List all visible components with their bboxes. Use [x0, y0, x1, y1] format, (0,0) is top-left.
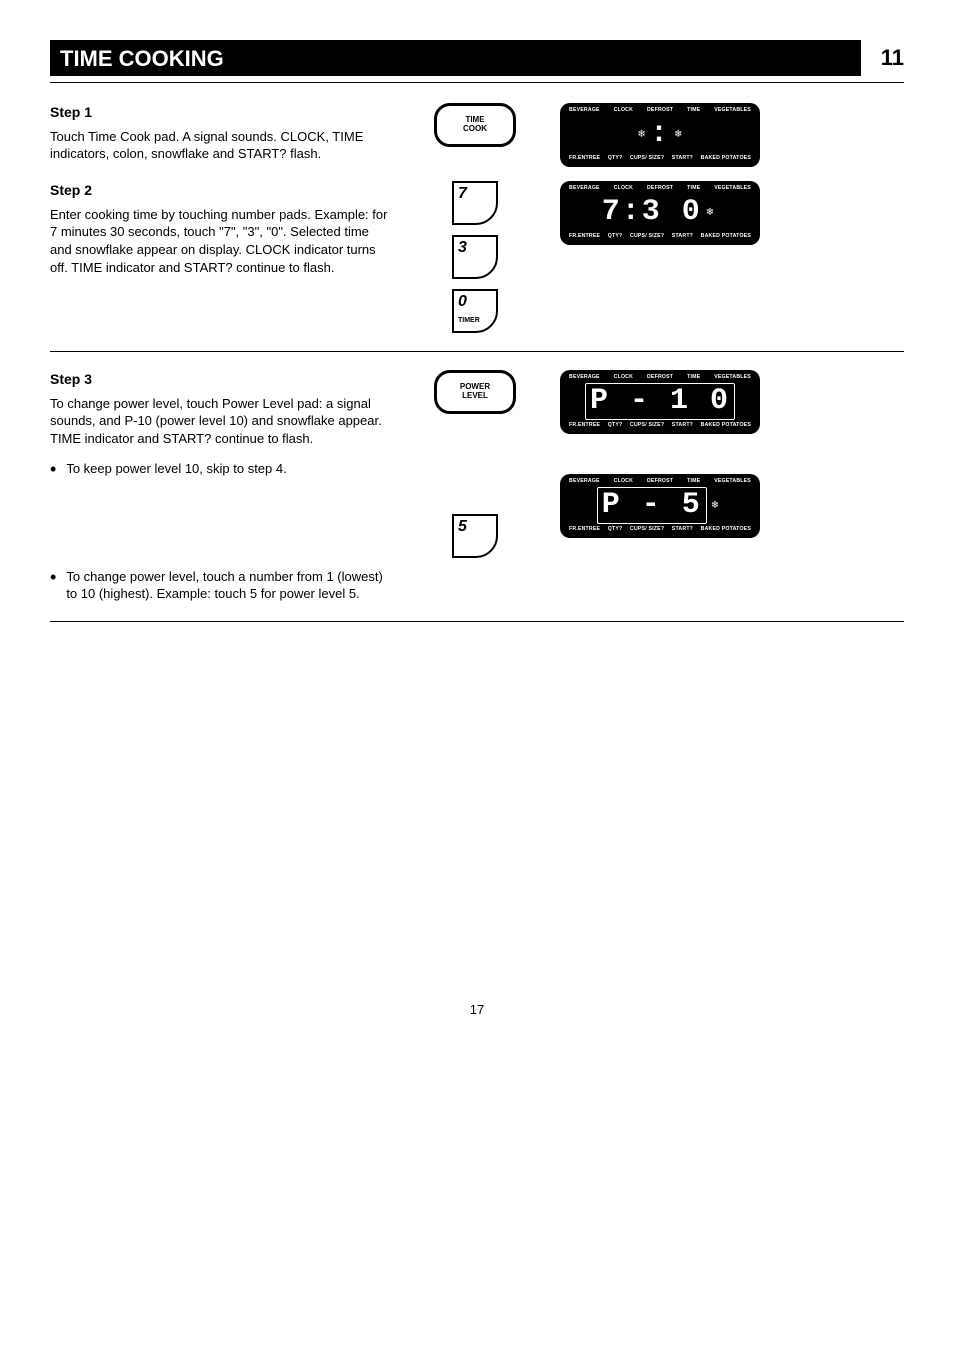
step-3-text: To change power level, touch Power Level…: [50, 395, 390, 448]
display-panel-1: BEVERAGE CLOCK DEFROST TIME VEGETABLES ❄…: [560, 103, 760, 167]
step-2-row: Step 2 Enter cooking time by touching nu…: [50, 181, 904, 333]
step-1-row: Step 1 Touch Time Cook pad. A signal sou…: [50, 103, 904, 167]
step-2-head: Step 2: [50, 181, 390, 200]
pad-label: LEVEL: [462, 392, 488, 401]
seg-display: P - 1 0: [585, 383, 735, 420]
snowflake-icon: ❄: [674, 129, 683, 140]
keypad-3[interactable]: 3: [452, 235, 498, 279]
title-bar: TIME COOKING: [50, 40, 861, 76]
bullet-icon: •: [50, 568, 56, 603]
keypad-7[interactable]: 7: [452, 181, 498, 225]
divider: [50, 621, 904, 622]
page-number-top: 11: [881, 45, 904, 71]
bullet-item: • To change power level, touch a number …: [50, 568, 390, 603]
time-cook-pad[interactable]: TIME COOK: [434, 103, 516, 147]
bullet-item: • To keep power level 10, skip to step 4…: [50, 460, 390, 478]
seg-display: :: [650, 117, 670, 151]
display-panel-4: BEVERAGE CLOCK DEFROST TIME VEGETABLES P…: [560, 474, 760, 538]
divider: [50, 351, 904, 352]
pad-label: COOK: [463, 125, 487, 134]
power-level-pad[interactable]: POWER LEVEL: [434, 370, 516, 414]
footer-page-number: 17: [50, 1002, 904, 1017]
seg-display: P - 5: [597, 487, 707, 524]
step-2-text: Enter cooking time by touching number pa…: [50, 206, 390, 276]
step-3-head: Step 3: [50, 370, 390, 389]
bullet-icon: •: [50, 460, 56, 478]
step-1-head: Step 1: [50, 103, 390, 122]
seg-display: 7:3 0: [602, 195, 702, 229]
keypad-0[interactable]: 0 TIMER: [452, 289, 498, 333]
display-panel-2: BEVERAGE CLOCK DEFROST TIME VEGETABLES 7…: [560, 181, 760, 245]
divider: [50, 82, 904, 83]
display-panel-3: BEVERAGE CLOCK DEFROST TIME VEGETABLES P…: [560, 370, 760, 434]
step-3-row: Step 3 To change power level, touch Powe…: [50, 370, 904, 603]
snowflake-icon: ❄: [706, 207, 715, 218]
step-1-text: Touch Time Cook pad. A signal sounds. CL…: [50, 128, 390, 163]
snowflake-icon: ❄: [711, 500, 720, 511]
keypad-5[interactable]: 5: [452, 514, 498, 558]
snowflake-icon: ❄: [637, 129, 646, 140]
